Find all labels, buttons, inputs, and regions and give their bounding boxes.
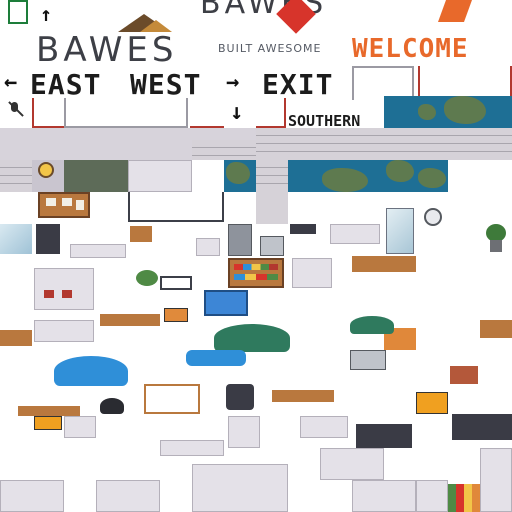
- rock-island: [226, 162, 250, 184]
- floor-panel: [480, 448, 512, 512]
- desk-right: [480, 320, 512, 338]
- panel-wall: [128, 160, 192, 192]
- vending-shelf: [292, 258, 332, 288]
- brick-wall: [256, 128, 384, 160]
- floor-panel: [192, 464, 288, 512]
- frame-red-left: [32, 98, 64, 128]
- wall-tile: [0, 128, 64, 160]
- sign-east: EAST: [30, 68, 102, 101]
- wall-clock-icon: [424, 208, 442, 226]
- potted-plant-icon: [484, 224, 508, 254]
- planter: [272, 390, 334, 402]
- frame-red-left2: [190, 98, 224, 128]
- floor-panel: [320, 448, 384, 480]
- fridge: [228, 224, 252, 256]
- sign-southern: SOUTHERN: [288, 112, 361, 130]
- window-glass: [0, 224, 32, 254]
- brand-logo-text: BAWES: [36, 30, 178, 62]
- brick-wall: [256, 160, 288, 224]
- table-long: [100, 314, 160, 326]
- fruit-crate: [448, 484, 480, 512]
- bench: [450, 366, 478, 384]
- wall-tile: [64, 128, 192, 160]
- counter-long: [160, 440, 224, 456]
- logo-diamond-orange: [437, 0, 473, 22]
- laptop-icon: [164, 308, 188, 322]
- cabinet: [228, 416, 260, 448]
- mute-icon: [6, 100, 24, 118]
- plant-shrub-icon: [136, 270, 158, 286]
- bulletin-board: [38, 192, 90, 218]
- rock-island: [418, 168, 446, 188]
- sign-west: WEST: [130, 68, 202, 101]
- floor-panel: [352, 480, 416, 512]
- arrow-up-icon: ↑: [40, 2, 53, 26]
- umbrella-blue-mid: [186, 350, 246, 366]
- arrow-left-icon: ←: [4, 70, 18, 95]
- armchair: [226, 384, 254, 410]
- logo-shard-gold: [140, 20, 172, 32]
- umbrella-green: [214, 324, 290, 352]
- sign-exit: EXIT: [262, 68, 334, 101]
- bench-frame: [160, 276, 192, 290]
- patio-table: [350, 350, 386, 370]
- rock-island: [444, 96, 486, 124]
- brick-wall: [0, 160, 32, 192]
- glass-door: [386, 208, 414, 254]
- frame-box-grey: [352, 66, 414, 100]
- counter: [70, 244, 126, 258]
- counter: [34, 320, 94, 342]
- brick-wall: [384, 128, 512, 160]
- wall-lamp-icon: [38, 162, 54, 178]
- crate-yellow: [34, 416, 62, 430]
- door-frame: [128, 192, 224, 222]
- bookshelf: [228, 258, 284, 288]
- arrow-right-icon: →: [226, 70, 240, 95]
- fridge-tall: [416, 480, 448, 512]
- umbrella-teal: [350, 316, 394, 334]
- tv-screen: [196, 238, 220, 256]
- market-stall: [352, 256, 416, 272]
- floor-panel: [0, 480, 64, 512]
- rock-island: [386, 160, 414, 182]
- desk: [0, 330, 32, 346]
- tv-stand: [356, 424, 412, 448]
- coffee-machine: [36, 224, 60, 254]
- fence-dark: [64, 160, 128, 192]
- shelf-item: [44, 290, 54, 298]
- welcome-sign: WELCOME: [352, 34, 469, 64]
- arrow-down-icon: ↓: [230, 100, 244, 125]
- bbq-grill: [100, 398, 124, 414]
- brand-tagline: BUILT AWESOME: [218, 42, 322, 55]
- fence-wood: [144, 384, 200, 414]
- display-shelf: [34, 268, 94, 310]
- umbrella-blue-left: [54, 356, 128, 386]
- frame-red-mid: [256, 98, 286, 128]
- cabinet: [64, 416, 96, 438]
- shelf-item: [62, 290, 72, 298]
- frame-grey: [64, 98, 188, 128]
- window-blue: [204, 290, 248, 316]
- long-table: [18, 406, 80, 416]
- crate-orange: [416, 392, 448, 414]
- rock-island: [322, 168, 368, 192]
- sink: [260, 236, 284, 256]
- sofa: [452, 414, 512, 440]
- whiteboard: [330, 224, 380, 244]
- wall-shelf: [290, 224, 316, 234]
- brick-wall: [192, 140, 256, 160]
- floor-panel: [96, 480, 160, 512]
- crate: [384, 328, 416, 350]
- cabinet: [300, 416, 348, 438]
- notice-small: [130, 226, 152, 242]
- tile-frame-green: [0, 0, 32, 32]
- rock-island-small: [418, 104, 436, 120]
